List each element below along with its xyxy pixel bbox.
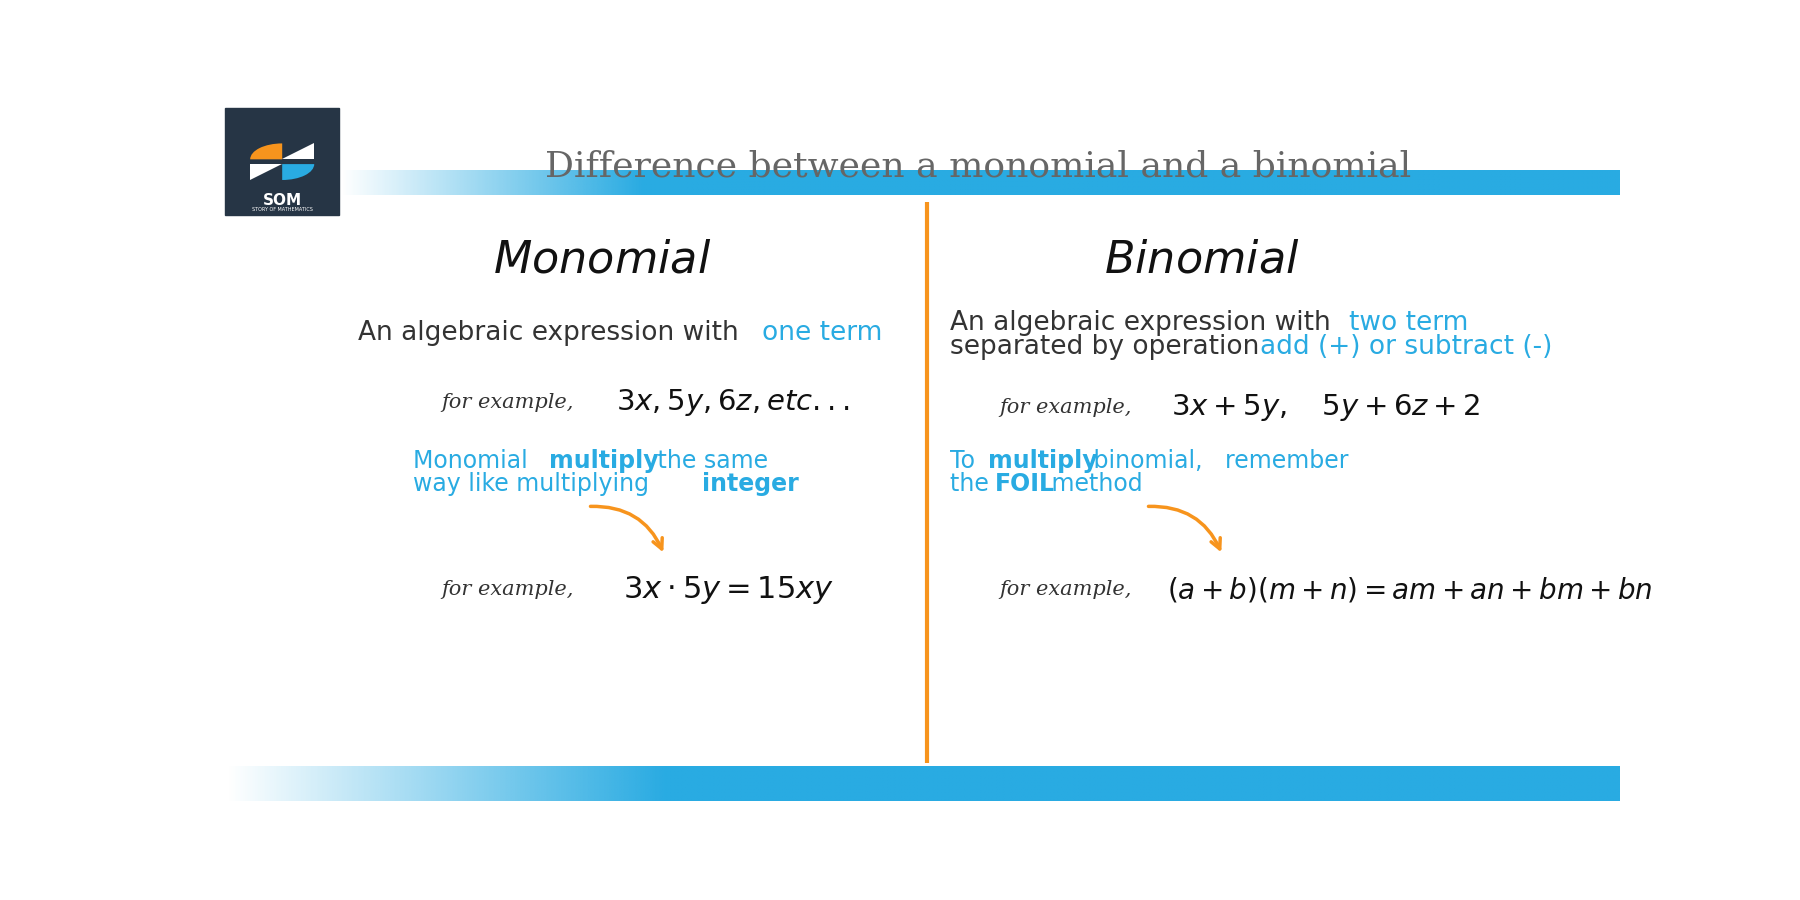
Text: for example,: for example, bbox=[999, 580, 1132, 599]
Wedge shape bbox=[283, 164, 315, 180]
Text: integer: integer bbox=[702, 472, 799, 496]
Text: for example,: for example, bbox=[441, 393, 574, 412]
Text: the: the bbox=[950, 472, 997, 496]
Text: way like multiplying: way like multiplying bbox=[414, 472, 657, 496]
Text: $\mathit{Binomial}$: $\mathit{Binomial}$ bbox=[1103, 239, 1300, 282]
Text: multiply: multiply bbox=[549, 449, 659, 473]
Text: for example,: for example, bbox=[999, 398, 1132, 417]
Text: one term: one term bbox=[761, 320, 882, 346]
Text: method: method bbox=[1044, 472, 1143, 496]
Text: binomial,   remember: binomial, remember bbox=[1085, 449, 1348, 473]
Text: two term: two term bbox=[1350, 310, 1469, 336]
Text: SOM: SOM bbox=[263, 193, 302, 208]
Text: for example,: for example, bbox=[441, 580, 574, 599]
Text: add (+) or subtract (-): add (+) or subtract (-) bbox=[1260, 334, 1552, 360]
Text: $(a + b)(m + n) = am + an + bm + bn$: $(a + b)(m + n) = am + an + bm + bn$ bbox=[1166, 575, 1652, 604]
Text: To: To bbox=[950, 449, 983, 473]
Text: Difference between a monomial and a binomial: Difference between a monomial and a bino… bbox=[545, 150, 1411, 184]
Wedge shape bbox=[250, 143, 283, 159]
Text: multiply: multiply bbox=[988, 449, 1098, 473]
Text: STORY OF MATHEMATICS: STORY OF MATHEMATICS bbox=[252, 207, 313, 211]
Text: Monomial: Monomial bbox=[414, 449, 536, 473]
Text: FOIL: FOIL bbox=[995, 472, 1055, 496]
Text: $3x \cdot 5y = 15xy$: $3x \cdot 5y = 15xy$ bbox=[623, 573, 833, 606]
Text: $3x, 5y, 6z, \mathit{etc}...$: $3x, 5y, 6z, \mathit{etc}...$ bbox=[616, 387, 850, 418]
Text: An algebraic expression with: An algebraic expression with bbox=[950, 310, 1339, 336]
Text: separated by operation: separated by operation bbox=[950, 334, 1269, 360]
Text: the same: the same bbox=[650, 449, 769, 473]
Text: $3x + 5y,\ \ \ 5y + 6z + 2$: $3x + 5y,\ \ \ 5y + 6z + 2$ bbox=[1170, 392, 1480, 423]
Polygon shape bbox=[283, 143, 315, 159]
Bar bbox=[225, 108, 340, 215]
Text: An algebraic expression with: An algebraic expression with bbox=[358, 320, 747, 346]
Polygon shape bbox=[250, 164, 283, 180]
Text: $\mathit{Monomial}$: $\mathit{Monomial}$ bbox=[493, 239, 711, 282]
